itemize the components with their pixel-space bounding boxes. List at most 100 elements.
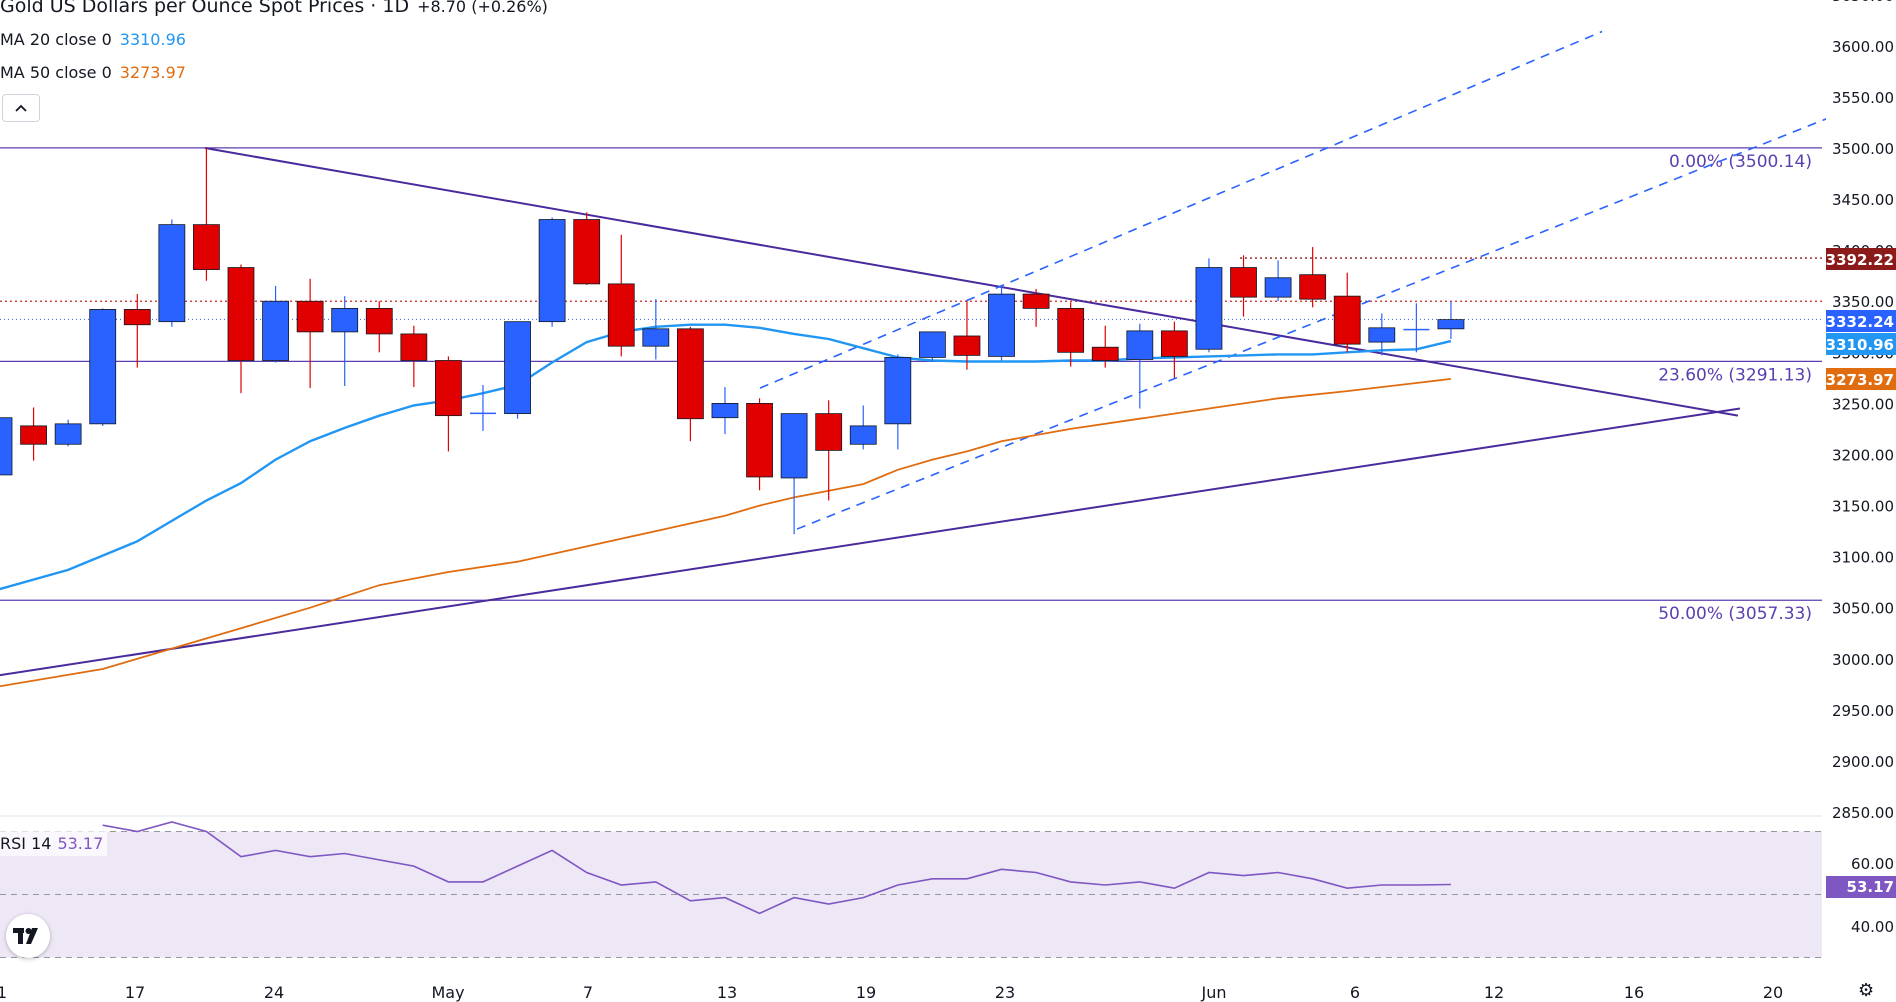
time-tick-label: 16 (1624, 983, 1644, 1002)
fib-level-label: 23.60% (3291.13) (1658, 365, 1812, 385)
candle-body (884, 357, 912, 425)
candle (400, 325, 428, 388)
rsi-legend[interactable]: RSI 14 53.17 (0, 830, 108, 856)
candle (573, 212, 601, 285)
candle (538, 217, 566, 327)
ma20-legend[interactable]: MA 20 close 0 3310.96 (0, 30, 186, 49)
candle (746, 398, 773, 491)
candle-body (607, 283, 635, 347)
candle (1299, 247, 1327, 308)
time-tick-label: 13 (717, 983, 737, 1002)
tradingview-logo-icon[interactable] (6, 914, 50, 958)
price-axis (1826, 0, 1896, 1002)
candle-body (331, 307, 359, 333)
candle (1195, 258, 1223, 353)
candle-body (296, 300, 324, 333)
time-tick-label: Jun (1201, 983, 1227, 1002)
candle-body (227, 267, 255, 361)
ma50-value: 3273.97 (119, 63, 186, 82)
candle (1230, 255, 1257, 317)
candle (884, 354, 912, 450)
time-tick-label: 17 (125, 983, 145, 1002)
candle-body (1195, 267, 1223, 350)
candle-body (1403, 328, 1430, 331)
candle (918, 331, 946, 362)
candle-body (0, 417, 13, 476)
candle (20, 407, 47, 461)
candle-body (573, 219, 601, 285)
price-tick-label: 3200.00 (1832, 446, 1894, 464)
candle (1022, 288, 1050, 327)
candle (193, 148, 220, 281)
time-tick-label: 12 (1484, 983, 1504, 1002)
candle (1160, 321, 1188, 378)
chevron-up-icon (15, 104, 27, 112)
price-label-text: 3310.96 (1826, 336, 1894, 354)
candle (1403, 303, 1430, 353)
candle (1126, 323, 1154, 409)
ma20-label: MA 20 close 0 (0, 30, 112, 49)
candle (227, 264, 255, 394)
price-tick-label: 3500.00 (1832, 140, 1894, 158)
ascending-trendline (0, 407, 1741, 677)
candle (54, 419, 82, 447)
time-tick-label: 23 (995, 983, 1015, 1002)
candle (988, 285, 1015, 361)
candle-body (469, 412, 496, 415)
candle-body (262, 300, 289, 361)
candle-body (1091, 346, 1119, 361)
candle-body (1368, 327, 1396, 343)
candle (1437, 301, 1465, 340)
fib-level-label: 0.00% (3500.14) (1669, 152, 1812, 172)
candle-body (677, 328, 704, 420)
candle-body (365, 307, 393, 335)
descending-trendline (204, 147, 1739, 417)
ma50-label: MA 50 close 0 (0, 63, 112, 82)
rsi-tick-label: 60.00 (1851, 855, 1894, 873)
candle-body (20, 425, 47, 445)
price-label-box (1826, 368, 1896, 390)
time-tick-label: 7 (583, 983, 593, 1002)
price-tick-label: 3100.00 (1832, 549, 1894, 567)
price-label-box (1826, 248, 1896, 270)
candle-body (918, 331, 946, 358)
collapse-legend-button[interactable] (2, 94, 40, 122)
candle (331, 296, 359, 387)
chart-title-row: Gold US Dollars per Ounce Spot Prices · … (0, 0, 548, 17)
candle-body (1126, 330, 1154, 360)
candle (1091, 325, 1119, 368)
rsi-tick-label: 40.00 (1851, 918, 1894, 936)
candle (1368, 313, 1396, 356)
price-label-box (1826, 333, 1896, 355)
candle (642, 299, 670, 360)
fib-level-label: 50.00% (3057.33) (1658, 604, 1812, 624)
candle-body (123, 309, 151, 326)
channel-upper-line (759, 30, 1603, 389)
candle-body (849, 425, 877, 445)
candle (815, 400, 843, 501)
price-tick-label: 2900.00 (1832, 753, 1894, 771)
candle-body (435, 360, 462, 417)
candle (435, 356, 462, 452)
time-tick-label: 1 (0, 983, 7, 1002)
candle-body (1299, 274, 1327, 300)
price-change: +8.70 (+0.26%) (417, 0, 548, 16)
ma50-legend[interactable]: MA 50 close 0 3273.97 (0, 63, 186, 82)
candle (0, 417, 13, 476)
candle (262, 285, 289, 363)
candle-body (54, 423, 82, 445)
price-tick-label: 3150.00 (1832, 498, 1894, 516)
candle-body (988, 293, 1015, 357)
candle-body (953, 335, 981, 356)
price-tick-label: 3050.00 (1832, 600, 1894, 618)
price-label-text: 3273.97 (1826, 371, 1894, 389)
price-tick-label: 2950.00 (1832, 702, 1894, 720)
settings-gear-icon[interactable]: ⚙ (1858, 980, 1875, 1000)
candle (780, 413, 808, 535)
candle (1264, 260, 1292, 302)
candle-body (1264, 277, 1292, 298)
candle (711, 387, 739, 435)
candle-body (400, 333, 428, 361)
price-tick-label: 2850.00 (1832, 804, 1894, 822)
